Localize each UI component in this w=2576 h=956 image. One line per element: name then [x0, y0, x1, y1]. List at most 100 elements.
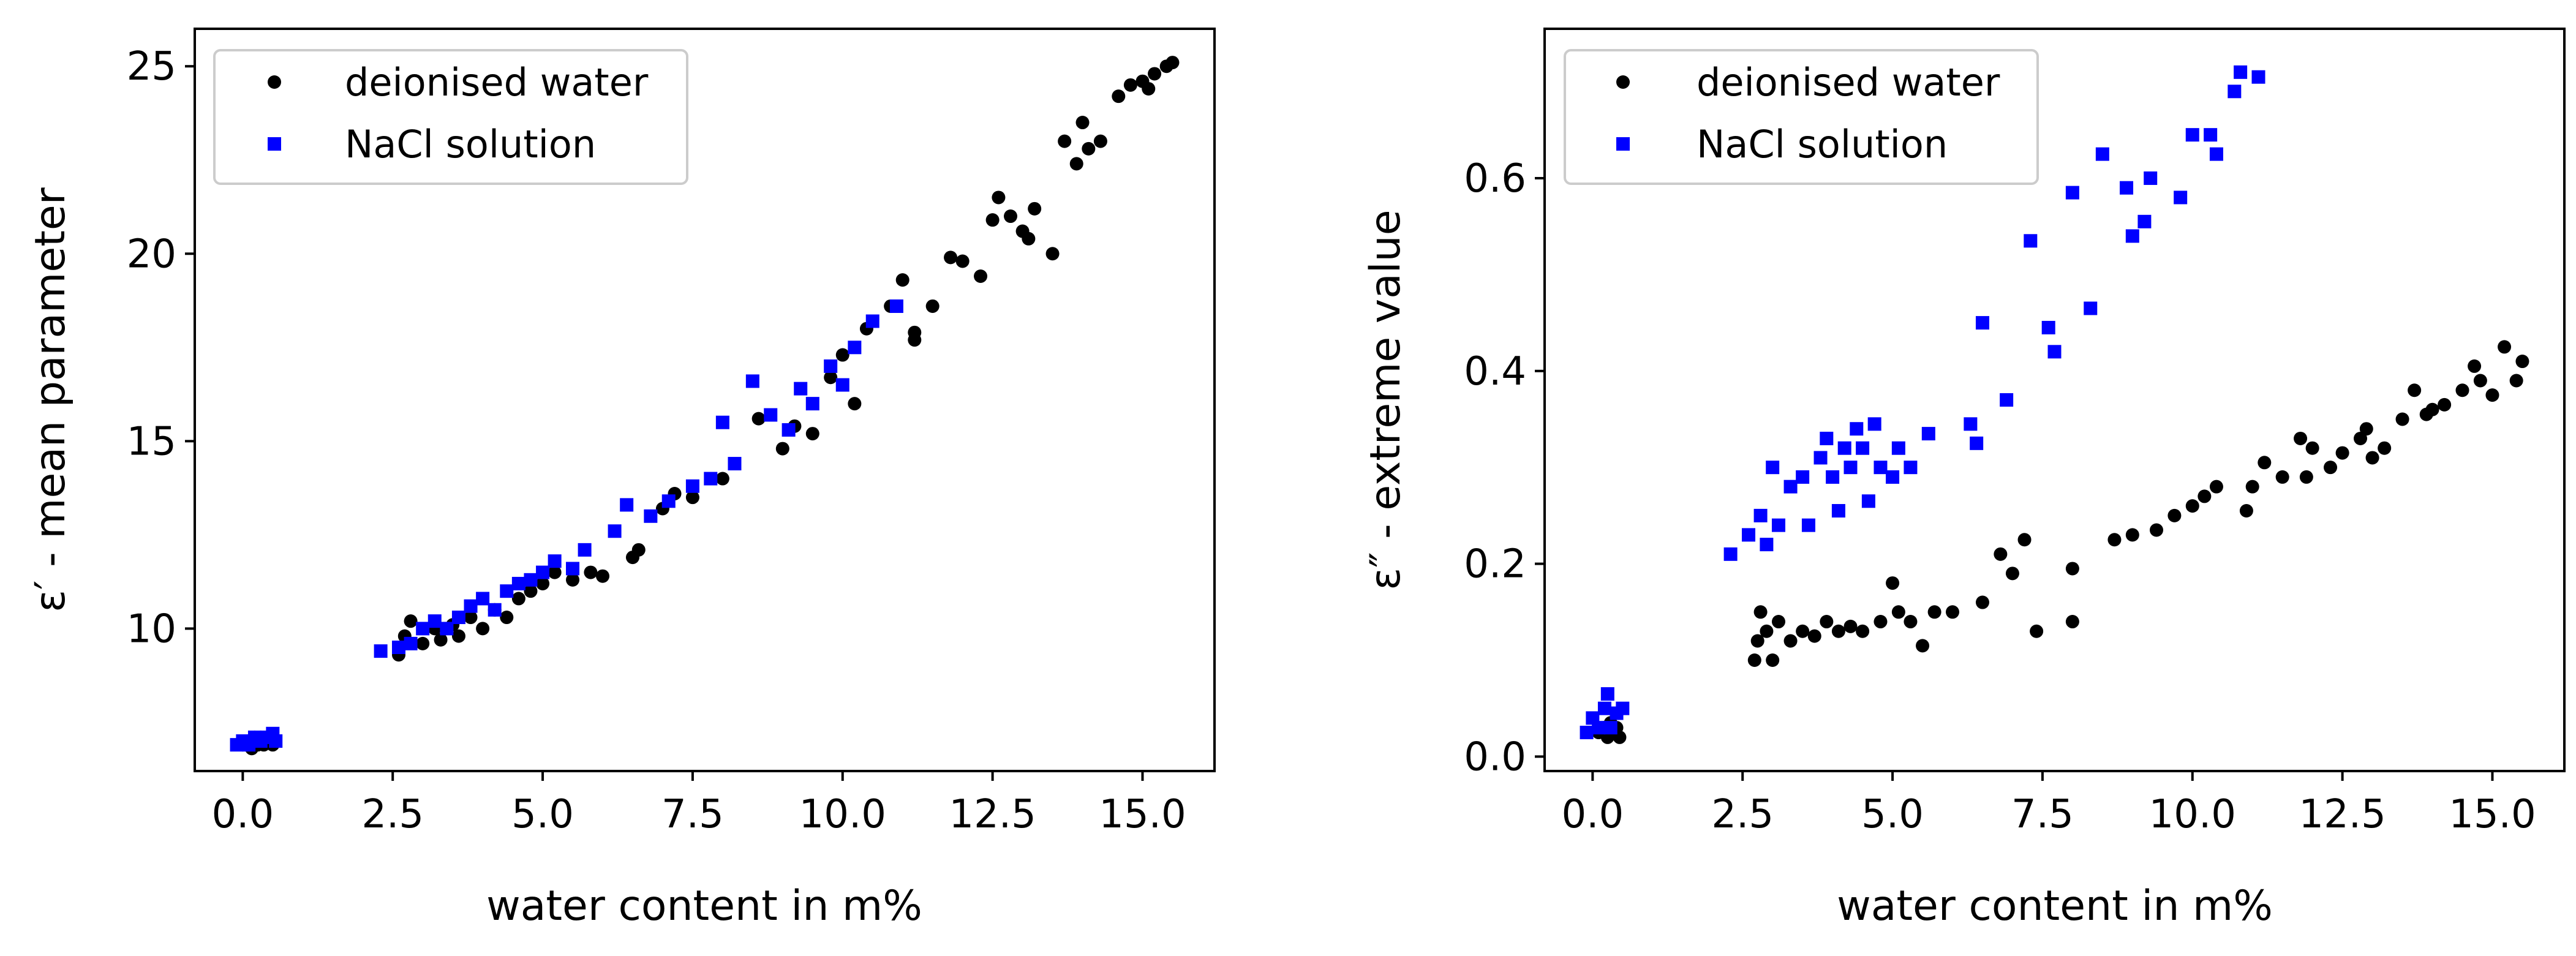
nacl-solution-point	[1813, 451, 1828, 465]
nacl-solution-point	[578, 543, 592, 557]
deionised-water-point	[1123, 78, 1137, 92]
deionised-water-point	[1750, 634, 1764, 648]
deionised-water-point	[566, 573, 580, 587]
deionised-water-point	[1069, 157, 1083, 171]
nacl-solution-point	[2041, 320, 2055, 334]
nacl-solution-point	[1826, 470, 1840, 484]
right-chart-points	[1580, 65, 2529, 744]
nacl-solution-point	[2174, 190, 2188, 205]
nacl-solution-point	[1970, 436, 1984, 450]
nacl-solution-point	[524, 573, 538, 587]
nacl-solution-point	[1843, 461, 1858, 475]
deionised-water-point	[1946, 605, 1959, 619]
deionised-water-point	[685, 491, 699, 505]
left-chart-plot-frame	[194, 28, 1216, 772]
nacl-solution-point	[2251, 70, 2265, 84]
left-chart-x-axis-label: water content in m%	[486, 882, 922, 930]
deionised-water-point	[404, 614, 418, 628]
deionised-water-point	[1028, 201, 1042, 216]
deionised-water-point	[715, 472, 729, 486]
x-tick-label: 10.0	[2149, 792, 2237, 837]
right-legend-box	[1564, 49, 2039, 185]
right-chart-extreme-value: 0.0 2.5 5.0 7.5 10.0 12.5 15.0 0.0 0.2 0.4 0.6 dei…	[1361, 28, 2566, 930]
deionised-water-point	[2209, 480, 2223, 494]
deionised-water-point	[2017, 533, 2032, 547]
nacl-solution-point	[2234, 65, 2248, 79]
nacl-solution-point	[1616, 701, 1630, 715]
nacl-solution-point	[644, 509, 658, 523]
nacl-solution-point	[440, 622, 454, 636]
nacl-solution-point	[1867, 417, 1881, 431]
nacl-solution-point	[2047, 345, 2062, 359]
deionised-water-point	[955, 254, 970, 268]
nacl-solution-point	[1760, 538, 1774, 552]
deionised-water-point	[2359, 422, 2373, 436]
nacl-solution-point	[2120, 181, 2134, 195]
x-tick-label: 2.5	[361, 792, 424, 837]
deionised-water-point	[2509, 374, 2523, 388]
nacl-solution-point	[794, 382, 808, 396]
deionised-water-point	[1022, 231, 1036, 246]
deionised-water-point	[584, 565, 598, 579]
nacl-solution-point	[1820, 431, 1834, 445]
deionised-water-point	[895, 273, 910, 287]
deionised-water-point	[1904, 615, 1918, 629]
nacl-solution-point	[511, 576, 525, 590]
deionised-water-point	[2185, 499, 2199, 513]
nacl-solution-point	[620, 498, 634, 512]
deionised-water-point	[1093, 134, 1107, 148]
nacl-solution-point	[476, 592, 490, 606]
x-tick-label: 12.5	[2299, 792, 2386, 837]
x-tick-label: 7.5	[661, 792, 724, 837]
nacl-solution-point	[1592, 721, 1606, 735]
deionised-water-point	[1771, 615, 1785, 629]
left-legend-nacl-marker	[268, 137, 281, 151]
nacl-solution-point	[715, 415, 729, 429]
deionised-water-point	[2125, 528, 2139, 542]
y-tick-label: 0.6	[1464, 156, 1526, 201]
nacl-solution-point	[2125, 229, 2139, 243]
left-chart-points	[230, 56, 1180, 756]
nacl-solution-point	[1580, 726, 1594, 740]
nacl-solution-point	[835, 378, 849, 392]
nacl-solution-point	[1921, 427, 1935, 441]
deionised-water-point	[1916, 639, 1930, 653]
deionised-water-point	[1148, 67, 1162, 81]
deionised-water-point	[1783, 634, 1798, 648]
deionised-water-point	[1753, 605, 1768, 619]
nacl-solution-point	[1753, 508, 1768, 522]
deionised-water-point	[596, 569, 609, 583]
deionised-water-point	[2167, 508, 2182, 522]
deionised-water-point	[464, 611, 478, 625]
deionised-water-point	[451, 629, 465, 643]
deionised-water-point	[2324, 461, 2338, 475]
right-legend-nacl-marker	[1616, 137, 1630, 151]
deionised-water-point	[751, 412, 766, 426]
right-chart-legend: deionised water NaCl solution	[1564, 49, 2039, 185]
nacl-solution-point	[1837, 441, 1851, 455]
deionised-water-point	[2468, 359, 2482, 373]
x-tick-label: 15.0	[1099, 792, 1186, 837]
deionised-water-point	[2065, 562, 2079, 576]
deionised-water-point	[2299, 470, 2313, 484]
nacl-solution-point	[608, 524, 622, 538]
nacl-solution-point	[1891, 441, 1905, 455]
nacl-solution-point	[374, 644, 388, 658]
deionised-water-point	[2378, 441, 2392, 455]
deionised-water-point	[2395, 412, 2409, 426]
deionised-water-point	[1760, 624, 1774, 638]
x-tick-label: 5.0	[1861, 792, 1924, 837]
deionised-water-point	[2305, 441, 2319, 455]
deionised-water-point	[1045, 247, 1060, 261]
nacl-solution-point	[1796, 470, 1810, 484]
deionised-water-point	[1807, 629, 1821, 643]
deionised-water-point	[2275, 470, 2289, 484]
deionised-water-point	[476, 622, 490, 636]
nacl-solution-point	[536, 565, 550, 579]
deionised-water-point	[1831, 624, 1845, 638]
x-tick-label: 10.0	[799, 792, 887, 837]
nacl-solution-point	[1600, 687, 1614, 701]
deionised-water-point	[1142, 81, 1156, 96]
y-tick-label: 0.0	[1464, 734, 1526, 780]
nacl-solution-point	[1723, 547, 1738, 561]
